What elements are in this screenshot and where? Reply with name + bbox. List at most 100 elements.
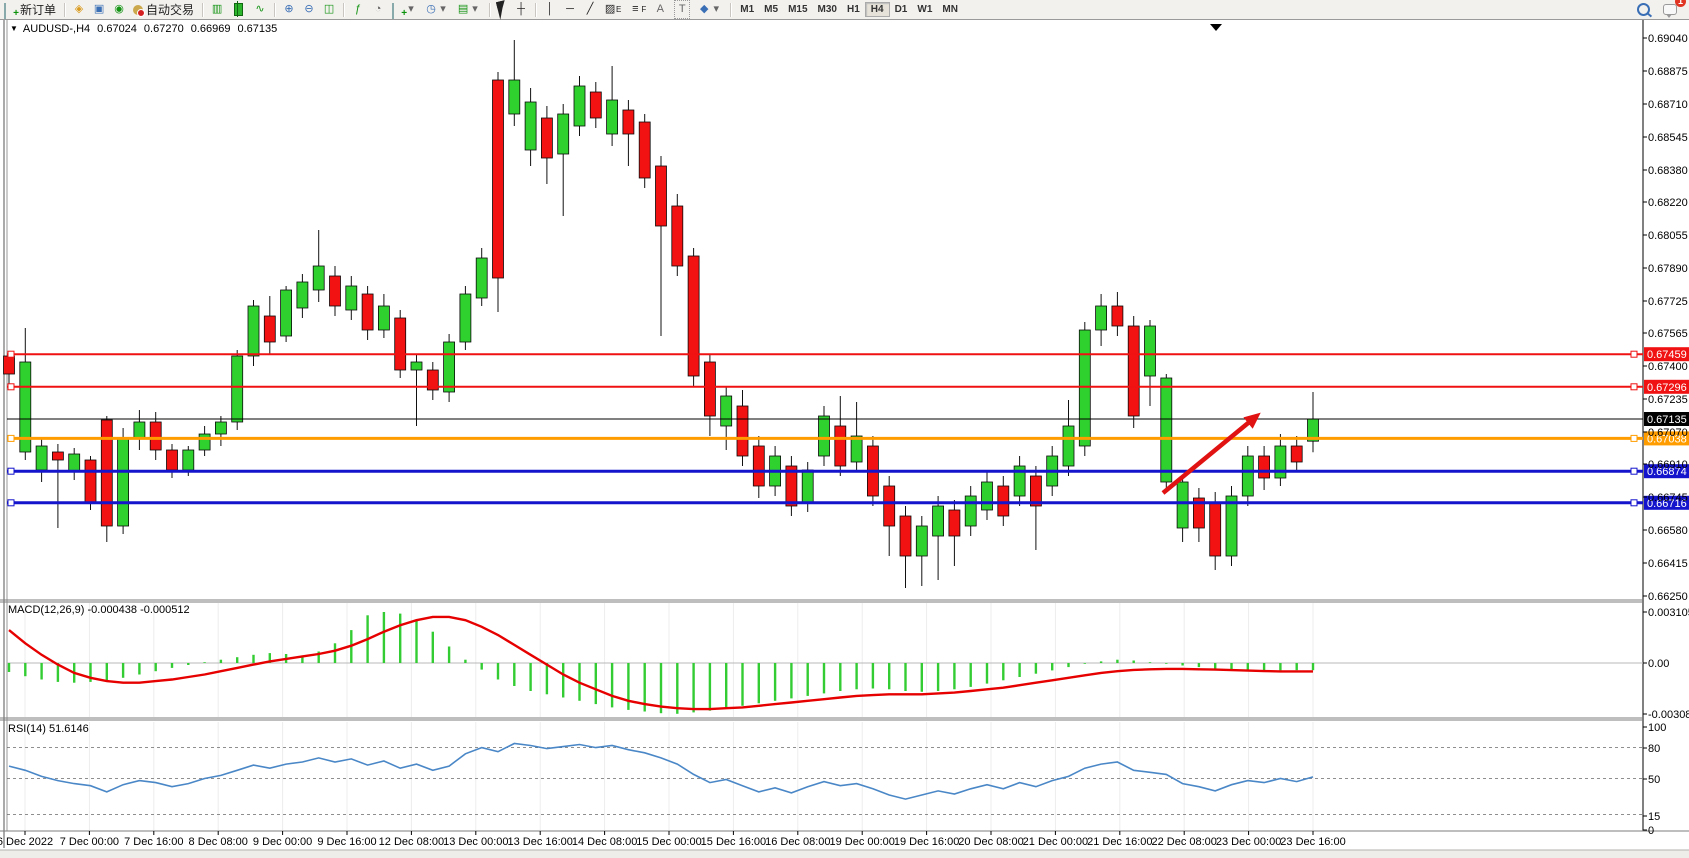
- indicators-button[interactable]: ƒ: [349, 1, 367, 18]
- line-chart-icon: ∿: [255, 3, 265, 15]
- vertical-line-tool-button[interactable]: │: [541, 1, 559, 18]
- svg-text:19 Dec 16:00: 19 Dec 16:00: [894, 836, 959, 848]
- tab-timeframe-m1[interactable]: M1: [740, 4, 755, 15]
- svg-text:20 Dec 08:00: 20 Dec 08:00: [958, 836, 1023, 848]
- svg-text:23 Dec 00:00: 23 Dec 00:00: [1216, 836, 1281, 848]
- tile-windows-button[interactable]: ◫: [320, 1, 338, 18]
- chart-shift-button[interactable]: ▾: [389, 1, 420, 19]
- svg-text:0.67135: 0.67135: [1647, 414, 1687, 426]
- svg-text:12 Dec 08:00: 12 Dec 08:00: [379, 836, 444, 848]
- svg-text:50: 50: [1648, 774, 1660, 786]
- svg-text:14 Dec 08:00: 14 Dec 08:00: [572, 836, 637, 848]
- periods-button[interactable]: ◔: [369, 1, 387, 18]
- signals-icon: ◉: [114, 3, 124, 15]
- svg-text:21 Dec 16:00: 21 Dec 16:00: [1087, 836, 1152, 848]
- svg-text:-0.003089: -0.003089: [1648, 709, 1689, 721]
- tab-timeframe-m15[interactable]: M15: [788, 4, 808, 15]
- symbol-label: AUDUSD-,H4: [22, 23, 91, 35]
- text-label-icon: T: [674, 0, 691, 19]
- svg-text:0.67070: 0.67070: [1648, 427, 1688, 439]
- arrows-tool-button[interactable]: ◆ ▾: [695, 1, 725, 18]
- signals-button[interactable]: ◉: [110, 1, 128, 18]
- new-order-label: 新订单: [20, 3, 57, 17]
- zoom-in-button[interactable]: ⊕: [280, 1, 298, 18]
- candlestick-chart-button[interactable]: [228, 1, 249, 18]
- horizontal-line-tool-button[interactable]: ─: [561, 1, 579, 18]
- svg-text:0.66415: 0.66415: [1648, 558, 1688, 570]
- svg-text:0.68055: 0.68055: [1648, 230, 1688, 242]
- svg-text:0.67890: 0.67890: [1648, 263, 1688, 275]
- notifications-button[interactable]: 1: [1660, 0, 1686, 18]
- tab-timeframe-h4[interactable]: H4: [864, 2, 890, 17]
- svg-text:0.68710: 0.68710: [1648, 99, 1688, 111]
- cursor-icon: [495, 0, 510, 20]
- separator: [274, 2, 276, 17]
- tip-button[interactable]: ◈: [70, 1, 88, 18]
- svg-text:0.67565: 0.67565: [1648, 328, 1688, 340]
- templates-button[interactable]: ▤ ▾: [454, 1, 484, 18]
- tile-windows-icon: ◫: [323, 3, 335, 15]
- svg-text:9 Dec 00:00: 9 Dec 00:00: [253, 836, 312, 848]
- text-tool-button[interactable]: A: [651, 1, 669, 18]
- clock-button[interactable]: ◷ ▾: [422, 1, 452, 18]
- candlestick-chart-icon: [234, 1, 244, 17]
- chart-shift-icon: [392, 2, 405, 19]
- zoom-out-button[interactable]: ⊖: [300, 1, 318, 18]
- tab-timeframe-m30[interactable]: M30: [817, 4, 837, 15]
- channel-tool-button[interactable]: ▨ E: [601, 1, 624, 18]
- rsi-value: 51.6146: [48, 723, 89, 735]
- text-tool-icon: A: [656, 3, 664, 15]
- bar-chart-icon: ▥: [211, 3, 223, 15]
- clock-icon: ◷: [426, 3, 436, 15]
- separator: [202, 2, 204, 17]
- new-order-button[interactable]: 新订单: [1, 1, 59, 19]
- chevron-down-icon: ▾: [440, 3, 446, 15]
- new-order-icon: [4, 2, 17, 19]
- svg-text:0.66910: 0.66910: [1648, 459, 1688, 471]
- macd-signal-value: -0.000512: [140, 604, 190, 616]
- svg-text:7 Dec 16:00: 7 Dec 16:00: [124, 836, 183, 848]
- search-button[interactable]: [1634, 1, 1653, 18]
- bar-chart-button[interactable]: ▥: [208, 1, 226, 18]
- svg-text:0.69040: 0.69040: [1648, 33, 1688, 45]
- trendline-tool-button[interactable]: ╱: [581, 1, 599, 18]
- tab-timeframe-mn[interactable]: MN: [942, 4, 958, 15]
- svg-text:13 Dec 16:00: 13 Dec 16:00: [507, 836, 572, 848]
- svg-text:0.67725: 0.67725: [1648, 296, 1688, 308]
- channel-sub-label: E: [616, 5, 622, 14]
- rsi-indicator-label: RSI(14) 51.6146: [8, 723, 89, 735]
- equidistant-channel-icon: ▨: [604, 3, 616, 15]
- terminal-icon: ▣: [93, 3, 105, 15]
- svg-text:0.003105: 0.003105: [1648, 607, 1689, 619]
- svg-text:9 Dec 16:00: 9 Dec 16:00: [317, 836, 376, 848]
- terminal-button[interactable]: ▣: [90, 1, 108, 18]
- svg-text:16 Dec 08:00: 16 Dec 08:00: [765, 836, 830, 848]
- fibonacci-tool-button[interactable]: ≡ F: [626, 1, 649, 18]
- auto-trading-button[interactable]: 自动交易: [130, 1, 197, 18]
- auto-trading-label: 自动交易: [146, 3, 195, 17]
- svg-text:0.67038: 0.67038: [1647, 433, 1687, 445]
- chevron-down-icon: ▾: [408, 3, 414, 15]
- search-icon: [1637, 3, 1650, 16]
- auto-trading-icon: [133, 4, 146, 17]
- crosshair-tool-button[interactable]: ┼: [512, 1, 530, 18]
- svg-text:15 Dec 00:00: 15 Dec 00:00: [636, 836, 701, 848]
- collapse-triangle-icon[interactable]: ▼: [10, 24, 18, 33]
- tab-timeframe-m5[interactable]: M5: [764, 4, 779, 15]
- text-label-tool-button[interactable]: T: [671, 0, 693, 19]
- tab-timeframe-h1[interactable]: H1: [846, 4, 860, 15]
- cursor-tool-button[interactable]: [495, 0, 510, 20]
- fibonacci-sub-label: F: [641, 5, 647, 14]
- svg-text:19 Dec 00:00: 19 Dec 00:00: [829, 836, 894, 848]
- tip-icon: ◈: [74, 3, 84, 15]
- tab-timeframe-d1[interactable]: D1: [894, 4, 908, 15]
- vertical-line-icon: │: [546, 3, 554, 15]
- svg-text:0.66745: 0.66745: [1648, 492, 1688, 504]
- line-chart-button[interactable]: ∿: [251, 1, 269, 18]
- separator: [730, 2, 732, 17]
- svg-text:0.66580: 0.66580: [1648, 525, 1688, 537]
- tab-timeframe-w1[interactable]: W1: [917, 4, 933, 15]
- macd-title: MACD(12,26,9): [8, 604, 85, 616]
